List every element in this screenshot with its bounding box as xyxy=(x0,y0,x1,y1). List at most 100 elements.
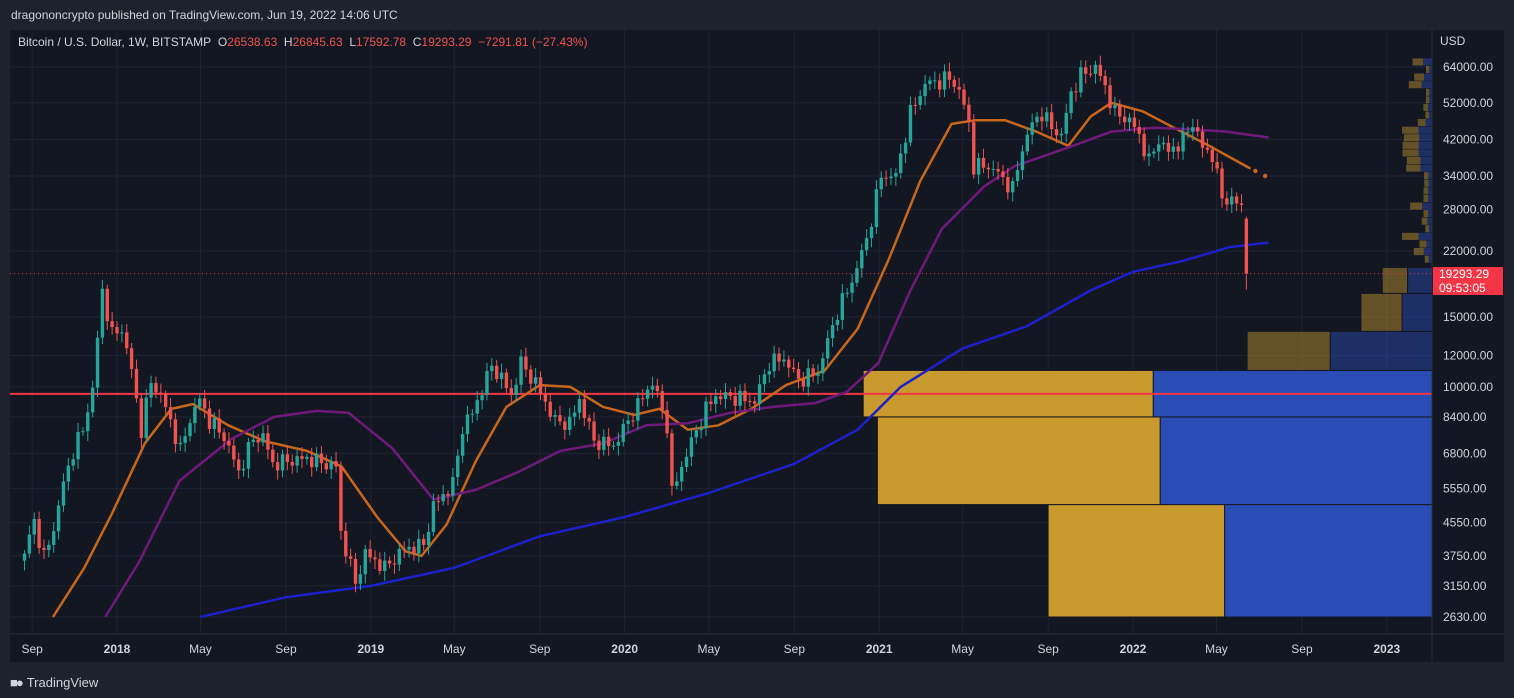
candle-body xyxy=(821,358,825,374)
volume-profile-down-bar xyxy=(1402,141,1419,149)
candle-body xyxy=(933,80,937,82)
last-candle-body xyxy=(1244,218,1249,274)
axes: USD 64000.00 52000.00 42000.00 34000.00 28000… xyxy=(10,30,1504,662)
high-label: H xyxy=(283,35,293,49)
volume-profile-down-bar xyxy=(1425,225,1430,233)
candle-body xyxy=(417,538,421,554)
candlesticks xyxy=(22,55,1249,593)
time-tick-label: Sep xyxy=(784,642,806,656)
volume-profile-up-bar xyxy=(1419,134,1432,142)
candle-body xyxy=(855,268,859,283)
candle-body xyxy=(665,409,669,434)
volume-profile-down-bar xyxy=(1406,156,1421,165)
ma-orange-projection-dot xyxy=(1262,173,1268,179)
candle-body xyxy=(660,391,664,410)
candle-body xyxy=(1030,122,1034,135)
candle-body xyxy=(475,400,479,414)
volume-profile-down-bar xyxy=(1425,88,1430,96)
candle-body xyxy=(918,96,922,106)
publisher-info: dragononcrypto published on TradingView.… xyxy=(11,8,398,22)
candle-body xyxy=(684,456,689,467)
price-tick-label: 3150.00 xyxy=(1443,579,1487,593)
candle-body xyxy=(61,481,66,506)
candle-body xyxy=(207,408,212,430)
change-value: −7291.81 (−27.43%) xyxy=(478,35,588,49)
candle-body xyxy=(830,325,835,339)
volume-profile-down-bar xyxy=(1403,134,1420,142)
low-value: 17592.78 xyxy=(356,35,407,49)
candle-body xyxy=(1113,105,1117,109)
candle-body xyxy=(548,401,552,417)
ma-orange-projection-dot xyxy=(1253,168,1258,174)
volume-profile-up-bar xyxy=(1428,187,1432,195)
candle-body xyxy=(27,534,32,554)
price-tick-label: 6800.00 xyxy=(1443,446,1487,460)
candle-body xyxy=(86,412,90,432)
candle-body xyxy=(120,332,124,334)
candle-body xyxy=(383,560,387,572)
candle-body xyxy=(869,226,874,239)
candle-body xyxy=(1040,116,1044,122)
candle-body xyxy=(762,374,767,385)
candle-body xyxy=(1157,144,1161,152)
candle-body xyxy=(689,437,694,457)
tradingview-brand[interactable]: ■● TradingView xyxy=(10,675,98,690)
candle-body xyxy=(529,369,533,384)
candle-body xyxy=(850,282,854,293)
candle-body xyxy=(90,387,95,413)
volume-profile-down-bar xyxy=(1425,111,1430,119)
candle-body xyxy=(1186,131,1190,133)
volume-profile-down-bar xyxy=(1246,330,1331,371)
time-tick-label: 2022 xyxy=(1120,642,1147,656)
candle-body xyxy=(52,531,56,545)
candle-body xyxy=(767,371,771,375)
candle-body xyxy=(816,373,820,376)
candle-body xyxy=(582,399,587,418)
ma-purple-line xyxy=(104,126,1269,618)
candle-body xyxy=(222,432,226,441)
volume-profile-down-bar xyxy=(1408,81,1422,89)
volume-profile-down-bar xyxy=(1402,149,1419,157)
volume-profile-up-bar xyxy=(1423,73,1432,81)
candle-body xyxy=(42,547,46,551)
candle-body xyxy=(1059,133,1064,136)
candle-body xyxy=(344,530,348,557)
symbol-legend[interactable]: Bitcoin / U.S. Dollar, 1W, BITSTAMP O265… xyxy=(18,35,588,49)
volume-profile-down-bar xyxy=(1414,73,1424,81)
candle-body xyxy=(991,168,995,170)
volume-profile-down-bar xyxy=(1423,187,1429,195)
top-bar: dragononcrypto published on TradingView.… xyxy=(0,0,1514,30)
high-value: 26845.63 xyxy=(292,35,343,49)
candle-body xyxy=(611,445,616,447)
candle-body xyxy=(621,423,625,442)
candle-body xyxy=(310,456,314,468)
candle-body xyxy=(37,519,41,548)
candle-body xyxy=(251,439,256,443)
candle-body xyxy=(241,468,246,471)
candle-body xyxy=(95,337,100,388)
candle-body xyxy=(1108,85,1112,109)
time-tick-label: Sep xyxy=(275,642,297,656)
time-tick-label: Sep xyxy=(21,642,43,656)
candle-body xyxy=(563,421,567,430)
candle-body xyxy=(1020,151,1025,171)
candle-body xyxy=(631,420,635,422)
candle-body xyxy=(572,412,577,417)
candle-body xyxy=(942,71,947,90)
candle-body xyxy=(387,560,392,564)
candle-body xyxy=(236,459,241,471)
candle-body xyxy=(22,553,27,561)
price-tick-label: 28000.00 xyxy=(1443,202,1493,216)
candle-body xyxy=(1200,131,1205,148)
price-tick-label: 8400.00 xyxy=(1443,410,1487,424)
candle-body xyxy=(485,371,489,396)
candle-body xyxy=(212,418,217,430)
volume-profile-up-bar xyxy=(1428,172,1432,180)
candle-body xyxy=(1045,112,1049,122)
candle-body xyxy=(840,293,845,320)
candle-body xyxy=(903,142,908,154)
candle-body xyxy=(796,368,801,379)
time-tick-label: 2019 xyxy=(357,642,384,656)
volume-profile-up-bar xyxy=(1428,179,1432,187)
